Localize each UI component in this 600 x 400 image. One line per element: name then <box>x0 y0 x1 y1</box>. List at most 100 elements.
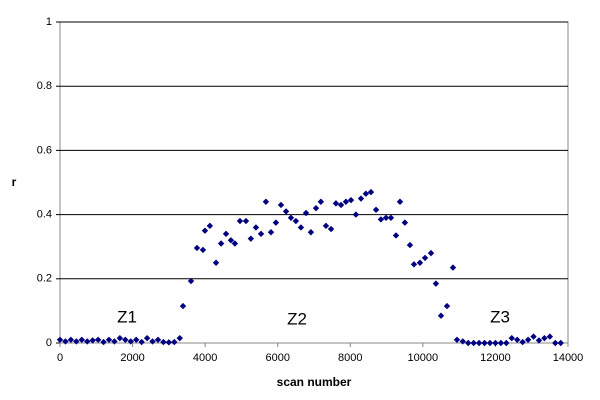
point <box>357 195 365 202</box>
point <box>89 337 96 344</box>
point <box>227 237 235 244</box>
point <box>302 209 310 217</box>
point <box>401 219 409 226</box>
x-axis-label: scan number <box>277 375 352 389</box>
point <box>292 217 300 225</box>
point <box>94 336 102 343</box>
point <box>193 244 201 252</box>
point <box>272 219 280 226</box>
point <box>171 338 178 346</box>
point <box>138 338 145 346</box>
point <box>257 230 265 238</box>
y-axis-label: r <box>12 175 17 189</box>
point <box>84 338 91 345</box>
point <box>465 339 472 347</box>
point <box>396 198 404 205</box>
point <box>262 198 270 205</box>
point <box>557 339 564 347</box>
point <box>552 339 559 347</box>
point <box>367 188 375 196</box>
x-tick-label: 4000 <box>193 352 217 364</box>
point <box>297 224 305 231</box>
point <box>492 339 499 347</box>
point <box>100 338 107 346</box>
point <box>111 338 118 345</box>
annotation: Z2 <box>287 309 307 328</box>
y-tick-label: 0.8 <box>37 80 52 92</box>
point <box>247 235 255 242</box>
point <box>105 336 113 343</box>
point <box>206 222 214 230</box>
point <box>486 339 494 347</box>
point <box>312 204 320 212</box>
point <box>62 338 69 345</box>
point <box>530 333 537 340</box>
point <box>392 232 400 239</box>
point <box>421 254 429 262</box>
point <box>337 201 345 209</box>
point <box>78 336 85 343</box>
point <box>236 217 244 225</box>
point <box>231 240 239 247</box>
point <box>497 339 505 347</box>
point <box>382 214 390 222</box>
point <box>427 249 435 257</box>
point <box>67 336 75 343</box>
x-tick-label: 12000 <box>480 352 511 364</box>
point <box>362 190 370 197</box>
point <box>410 261 418 268</box>
x-tick-label: 8000 <box>338 352 362 364</box>
point <box>514 336 521 343</box>
point <box>287 214 295 222</box>
point <box>453 336 461 343</box>
point <box>116 334 124 342</box>
point <box>443 302 451 310</box>
point <box>149 338 156 345</box>
point <box>282 208 290 215</box>
point <box>535 337 543 344</box>
point <box>332 200 340 207</box>
point <box>470 339 477 347</box>
point <box>165 339 173 346</box>
point <box>154 336 162 343</box>
point <box>73 338 80 345</box>
point <box>127 338 134 345</box>
point <box>201 227 209 234</box>
point <box>133 336 140 343</box>
point <box>347 196 355 204</box>
point <box>449 264 457 271</box>
point <box>179 302 187 310</box>
point <box>267 229 275 236</box>
point <box>217 240 225 247</box>
point <box>416 259 424 266</box>
point <box>475 339 483 347</box>
point <box>432 280 440 287</box>
y-tick-label: 0.6 <box>37 144 52 156</box>
point <box>187 277 195 285</box>
y-tick-label: 0 <box>46 337 52 349</box>
point <box>327 225 335 233</box>
point <box>252 224 260 231</box>
annotation: Z3 <box>490 307 510 326</box>
point <box>406 241 414 249</box>
point <box>222 230 230 238</box>
point <box>519 338 526 346</box>
point <box>546 333 554 340</box>
point <box>387 214 395 222</box>
point <box>212 259 220 266</box>
point <box>541 334 548 342</box>
point <box>307 229 315 236</box>
x-tick-label: 0 <box>57 352 63 364</box>
y-tick-label: 0.2 <box>37 273 52 285</box>
point <box>160 338 167 346</box>
x-tick-label: 6000 <box>265 352 289 364</box>
point <box>56 336 64 343</box>
point <box>352 211 360 218</box>
point <box>508 334 515 342</box>
point <box>322 222 330 230</box>
point <box>242 217 250 225</box>
point <box>481 339 488 347</box>
point <box>372 206 380 213</box>
point <box>277 201 285 209</box>
